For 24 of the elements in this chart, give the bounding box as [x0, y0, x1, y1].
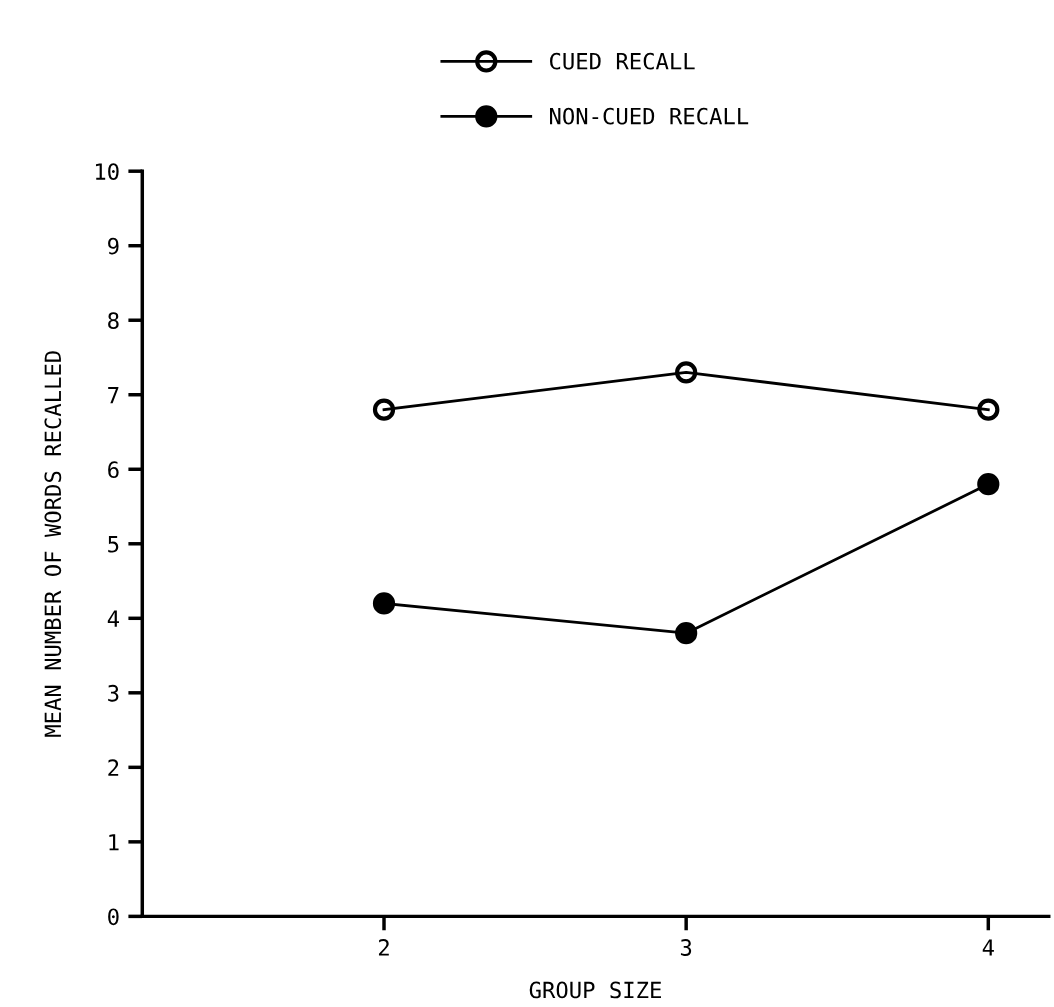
point [977, 473, 1000, 496]
y-tick-label: 6 [108, 461, 119, 479]
point [372, 398, 396, 421]
y-tick-label: 0 [108, 908, 119, 926]
y-tick-label: 2 [108, 759, 119, 776]
y-tick-label: 9 [108, 237, 119, 255]
y-tick-label: 5 [108, 536, 119, 553]
point [372, 592, 396, 615]
point [675, 622, 698, 645]
x-tick-label: 3 [680, 939, 692, 956]
y-axis-title: MEAN NUMBER OF WORDS RECALLED [44, 351, 62, 737]
y-tick-label: 3 [108, 684, 119, 702]
x-tick-label: 4 [982, 939, 994, 956]
y-tick-label: 10 [95, 163, 119, 181]
point [977, 398, 1000, 421]
point [675, 361, 698, 384]
x-axis-title: GROUP SIZE [529, 981, 661, 999]
y-tick-label: 4 [107, 610, 120, 627]
y-tick-label: 1 [109, 834, 119, 851]
legend-label: NON-CUED RECALL [550, 107, 749, 125]
x-tick-label: 2 [378, 939, 389, 956]
y-tick-label: 8 [108, 312, 119, 330]
y-tick-label: 7 [108, 387, 119, 404]
legend-label: CUED RECALL [550, 52, 695, 70]
